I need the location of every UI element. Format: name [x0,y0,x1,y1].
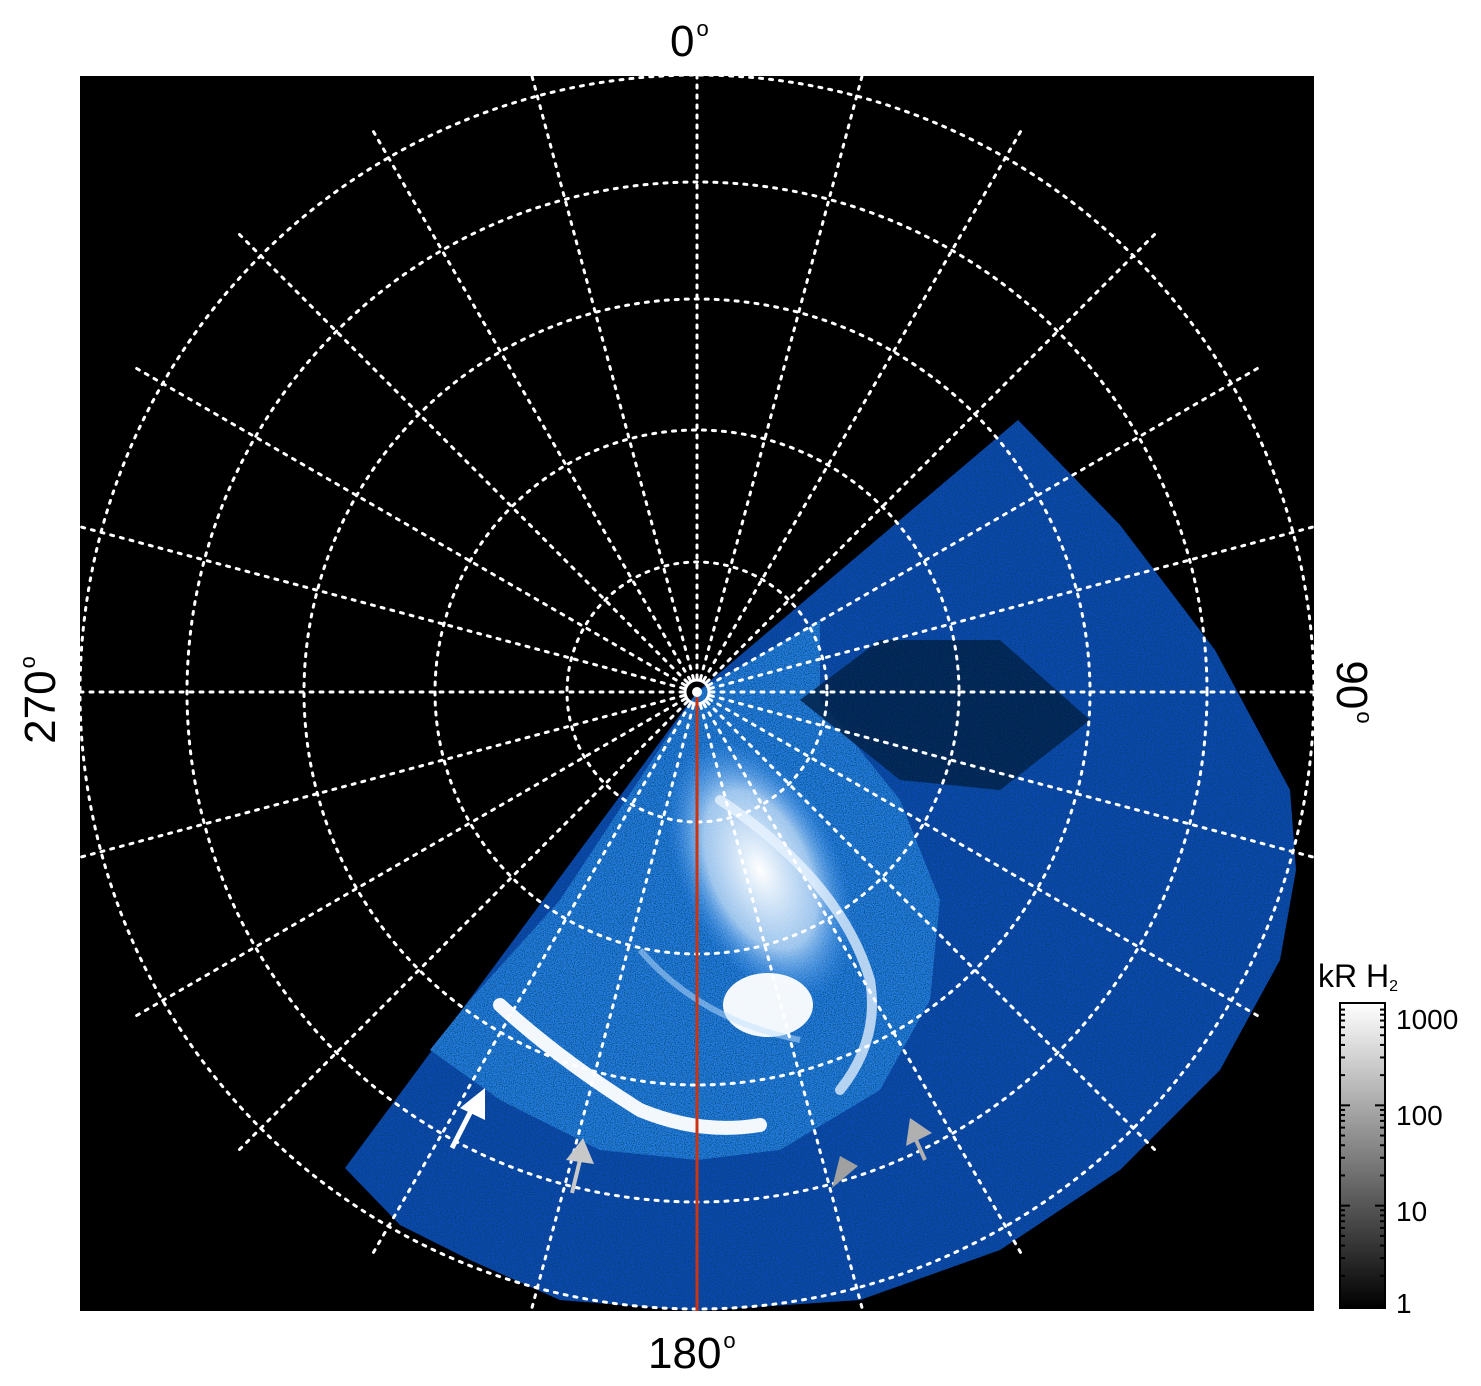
grid-meridian [529,704,695,1311]
bright-spot [723,973,813,1037]
colorbar-tick-label: 10 [1396,1196,1428,1227]
azimuth-label-bottom: 180o [648,1328,736,1378]
grid-meridian [80,694,685,859]
grid-meridian [80,525,685,690]
grid-meridian [235,230,689,684]
grid-meridian [132,697,687,1019]
grid-meridian [699,704,865,1311]
grid-meridian [702,702,1024,1257]
grid-meridian [707,697,1262,1019]
grid-meridian [530,76,695,680]
grid-meridian [709,694,1314,859]
grid-meridian [707,365,1262,687]
inner-arc [715,795,877,1095]
grid-meridian [235,700,689,1154]
colorbar-tick-label: 100 [1396,1100,1443,1131]
colorbar-ticks [1340,1008,1385,1307]
grid-meridian [705,230,1159,684]
arrow-gray [832,1156,858,1188]
main-oval-arc [493,998,767,1135]
grid-meridian [370,127,692,682]
colorbar-title: kR H2 [1318,958,1399,995]
arrow-gray-2 [906,1118,932,1161]
faint-arc [637,948,801,1043]
grid-meridian [132,365,687,687]
grid-meridian [705,700,1159,1154]
azimuth-label-right: 90o [1327,660,1377,724]
azimuth-label-left: 270o [15,656,65,744]
grid-meridian [370,702,692,1257]
arrow-white [449,1088,485,1150]
colorbar-tick-label: 1 [1396,1288,1412,1319]
colorbar [1339,1002,1386,1309]
arrow-light-gray [566,1138,594,1194]
colorbar-tick-label: 1000 [1396,1004,1459,1035]
azimuth-label-top: 0o [670,16,709,66]
grid-meridian [702,127,1024,682]
grid-meridian [709,525,1314,690]
bright-core [666,738,854,1002]
grid-meridian [699,76,864,680]
pole-marker-inner [692,687,702,697]
